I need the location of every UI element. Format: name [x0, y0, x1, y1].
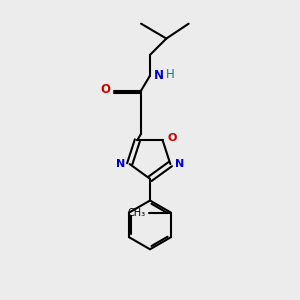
Text: N: N [154, 69, 164, 82]
Text: O: O [167, 133, 176, 143]
Text: O: O [101, 83, 111, 96]
Text: N: N [116, 159, 125, 169]
Text: H: H [166, 68, 174, 81]
Text: N: N [175, 159, 184, 169]
Text: CH₃: CH₃ [128, 208, 146, 218]
